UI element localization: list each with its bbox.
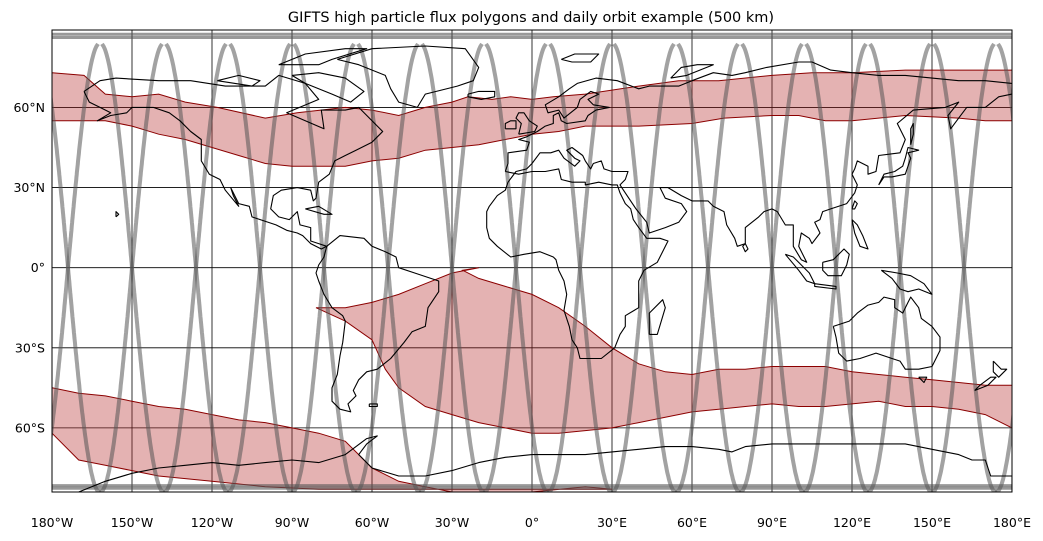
coastline-philippines (851, 219, 869, 250)
x-tick-label-1: 150°W (111, 515, 153, 530)
y-tick-label-1: 30°N (13, 180, 45, 195)
x-tick-label-8: 60°E (677, 515, 707, 530)
y-tick-label-0: 60°N (13, 100, 45, 115)
coastline-novaya-zemlya (670, 64, 714, 79)
orbit-track-asc-19 (226, 42, 292, 492)
x-tick-label-4: 60°W (355, 515, 390, 530)
x-tick-label-9: 90°E (757, 515, 787, 530)
coastline-japan (878, 146, 920, 186)
y-tick-label-3: 30°S (15, 340, 45, 355)
coastline-tasmania (918, 376, 928, 384)
y-tick-labels: 60°N 30°N 0° 30°S 60°S (13, 100, 45, 435)
coastline-falklands (368, 403, 378, 408)
x-tick-label-0: 180°W (31, 515, 73, 530)
coastline-uk (515, 112, 538, 135)
coastline-new-zealand-south (974, 376, 997, 392)
coastline-south-america (315, 235, 440, 413)
orbit-track-asc-29 (866, 42, 932, 492)
x-tick-labels: 180°W 150°W 120°W 90°W 60°W 30°W 0° 30°E 60°E 90°… (31, 515, 1031, 530)
map-frame (51, 29, 1013, 493)
coastline-australia (832, 296, 941, 370)
y-tick-label-4: 60°S (15, 420, 45, 435)
coastline-baffin (291, 72, 365, 103)
y-tick-label-2: 0° (31, 260, 45, 275)
orbit-track-asc-28 (802, 42, 868, 492)
coastline-svalbard (561, 53, 600, 63)
coastline-borneo (822, 248, 850, 277)
x-tick-label-6: 0° (525, 515, 539, 530)
x-tick-label-5: 30°W (435, 515, 470, 530)
orbit-track-asc-27 (738, 42, 804, 492)
x-tick-label-3: 90°W (275, 515, 310, 530)
x-tick-label-12: 180°E (993, 515, 1031, 530)
orbit-tracks (52, 32, 1012, 492)
coastline-iceland (467, 90, 496, 100)
x-tick-label-10: 120°E (833, 515, 871, 530)
coastline-sumatra (784, 253, 816, 285)
coastline-cuba (305, 205, 333, 215)
orbit-track-asc-30 (930, 42, 996, 492)
coastline-victoria-island (217, 74, 261, 87)
coastline-madagascar (648, 299, 666, 335)
coastline-antarctica (52, 435, 1012, 492)
orbit-track-asc-25 (610, 42, 676, 492)
orbit-track-asc-23 (482, 42, 548, 492)
orbit-track-asc-21 (354, 42, 420, 492)
x-tick-label-7: 30°E (597, 515, 627, 530)
coastline-north-america (83, 74, 384, 250)
orbit-track-asc-20 (290, 42, 356, 492)
coastline-new-zealand-north (992, 360, 1008, 378)
orbit-track-asc-16 (52, 42, 100, 442)
coastline-ireland (504, 120, 517, 130)
coastline-greenland (337, 45, 480, 108)
map-area (52, 30, 1012, 492)
coastline-sakhalin (910, 122, 914, 145)
coastline-sri-lanka (742, 243, 749, 253)
orbit-track-asc-18 (162, 42, 228, 492)
orbit-track-asc-26 (674, 42, 740, 492)
coastline-ellesmere (278, 48, 368, 66)
orbit-track-asc-17 (98, 42, 164, 492)
x-tick-label-2: 120°W (191, 515, 233, 530)
coastline-hawaii (115, 211, 120, 218)
coastline-java (814, 283, 837, 290)
coastline-new-guinea (880, 269, 933, 295)
x-tick-label-11: 150°E (913, 515, 951, 530)
orbit-track-asc-24 (546, 42, 612, 492)
orbit-track-asc-22 (418, 42, 484, 492)
map-title: GIFTS high particle flux polygons and da… (288, 10, 774, 26)
coastline-taiwan (851, 200, 858, 210)
coastlines (52, 45, 1012, 492)
